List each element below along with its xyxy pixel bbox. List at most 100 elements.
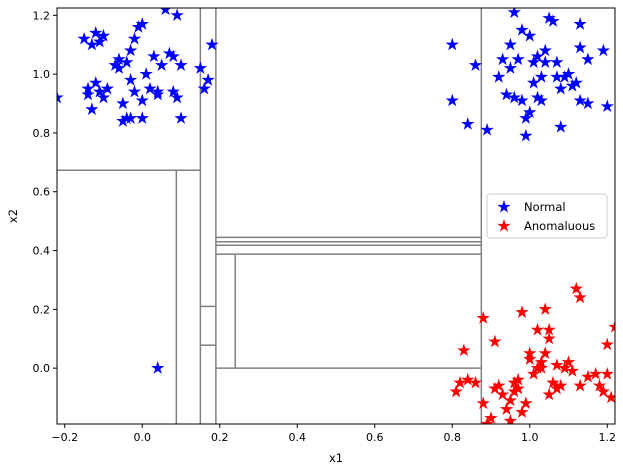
normal-point bbox=[499, 87, 514, 101]
normal-point bbox=[538, 55, 552, 69]
normal-point bbox=[523, 105, 537, 119]
anomalous-point bbox=[546, 375, 560, 389]
normal-point bbox=[162, 46, 177, 60]
anomalous-point bbox=[550, 381, 564, 395]
anomalous-point bbox=[538, 346, 552, 360]
normal-point bbox=[96, 28, 111, 42]
anomalous-point bbox=[608, 319, 615, 333]
anomalous-point bbox=[530, 322, 545, 336]
x-tick-label: 0.0 bbox=[134, 431, 152, 444]
anomalous-point bbox=[449, 384, 463, 398]
normal-point bbox=[515, 23, 529, 36]
anomalous-point bbox=[554, 378, 568, 392]
anomalous-point bbox=[488, 334, 502, 348]
normal-point bbox=[96, 90, 111, 104]
legend-label-normal: Normal bbox=[524, 200, 566, 214]
x-tick-label: 1.2 bbox=[599, 431, 617, 444]
anomalous-point bbox=[561, 355, 576, 368]
anomalous-point bbox=[515, 405, 529, 418]
x-axis: −0.2 0.0 0.2 0.4 0.6 0.8 1.0 1.2 bbox=[51, 424, 616, 444]
y-tick-label: 0.8 bbox=[33, 127, 51, 140]
anomalous-point bbox=[495, 387, 510, 401]
normal-point bbox=[143, 81, 157, 95]
normal-point bbox=[526, 75, 541, 89]
y-tick-label: 0.0 bbox=[33, 362, 51, 375]
anomalous-point bbox=[503, 414, 518, 424]
legend-box bbox=[486, 193, 608, 239]
normal-point bbox=[565, 78, 580, 92]
normal-point bbox=[538, 43, 552, 57]
normal-point bbox=[600, 99, 614, 113]
normal-point bbox=[81, 81, 95, 95]
anomalous-point bbox=[604, 390, 615, 404]
normal-point bbox=[127, 84, 142, 98]
normal-point bbox=[480, 123, 494, 136]
normal-point bbox=[85, 102, 99, 116]
normal-point bbox=[170, 90, 184, 104]
anomalous-point bbox=[542, 331, 556, 345]
anomalous-point bbox=[596, 384, 611, 398]
anomalous-point bbox=[534, 361, 549, 374]
anomalous-point bbox=[550, 358, 564, 371]
anomalous-point bbox=[538, 302, 552, 316]
anomalous-point bbox=[592, 378, 607, 392]
normal-point bbox=[135, 93, 149, 107]
anomalous-point bbox=[476, 311, 490, 324]
x-tick-label: 0.4 bbox=[289, 431, 307, 444]
normal-point bbox=[92, 84, 107, 98]
normal-point bbox=[174, 111, 188, 124]
normal-point bbox=[468, 58, 483, 71]
normal-point bbox=[170, 8, 184, 22]
normal-point bbox=[154, 58, 169, 71]
normal-point bbox=[81, 87, 95, 101]
anomalous-point bbox=[569, 281, 583, 295]
anomalous-point bbox=[488, 381, 502, 395]
anomalous-point bbox=[511, 372, 525, 386]
anomalous-point bbox=[457, 343, 471, 357]
normal-point bbox=[550, 55, 564, 69]
legend-markers bbox=[497, 200, 511, 232]
normal-point bbox=[89, 25, 103, 39]
normal-point bbox=[135, 17, 149, 30]
normal-point bbox=[135, 111, 149, 124]
normal-point bbox=[197, 81, 211, 95]
y-tick-label: 1.0 bbox=[33, 68, 51, 81]
anomalous-point bbox=[542, 387, 556, 401]
normal-point bbox=[123, 73, 138, 86]
normal-point bbox=[131, 20, 146, 33]
anomalous-point bbox=[507, 375, 521, 389]
normal-point bbox=[515, 93, 529, 107]
anomalous-point bbox=[523, 352, 537, 365]
normal-point bbox=[507, 8, 521, 19]
normal-point bbox=[573, 17, 587, 30]
anomalous-point bbox=[507, 384, 521, 398]
normal-point bbox=[561, 67, 576, 80]
normal-point bbox=[573, 93, 587, 107]
normal-point bbox=[147, 49, 161, 63]
normal-point bbox=[554, 81, 568, 95]
normal-point bbox=[77, 31, 91, 45]
anomalous-point bbox=[461, 372, 475, 386]
normal-point bbox=[123, 43, 138, 57]
normal-point bbox=[546, 14, 560, 27]
normal-point bbox=[445, 37, 459, 51]
normal-point bbox=[596, 43, 611, 57]
normal-point bbox=[530, 90, 545, 104]
y-tick-label: 0.6 bbox=[33, 186, 51, 199]
normal-point bbox=[495, 52, 510, 66]
normal-point bbox=[116, 114, 130, 127]
partition-lines bbox=[57, 8, 483, 424]
y-tick-label: 1.2 bbox=[33, 9, 51, 22]
y-tick-label: 0.2 bbox=[33, 303, 51, 316]
plot-frame bbox=[56, 7, 616, 425]
normal-point bbox=[151, 361, 165, 374]
normal-point bbox=[507, 90, 521, 104]
anomalous-point bbox=[484, 411, 498, 424]
normal-point bbox=[503, 61, 518, 74]
normal-point bbox=[151, 84, 165, 98]
anomalous-point bbox=[565, 364, 580, 377]
anomalous-point bbox=[573, 378, 587, 392]
y-tick-label: 0.4 bbox=[33, 245, 51, 258]
anomalous-point bbox=[476, 396, 490, 410]
normal-point bbox=[511, 52, 525, 66]
